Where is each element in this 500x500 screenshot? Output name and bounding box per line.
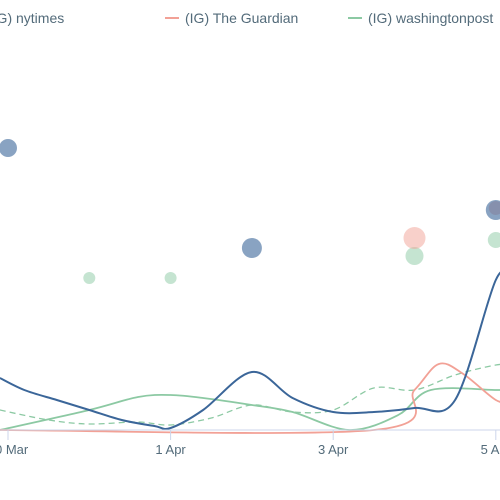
bubble-washingtonpost-3[interactable]	[487, 232, 500, 248]
bubble-washingtonpost-1[interactable]	[164, 272, 177, 284]
series-line-nytimes[interactable]	[0, 271, 500, 431]
legend-swatch-washingtonpost	[348, 17, 362, 19]
bubble-guardian-0[interactable]	[403, 227, 426, 249]
x-axis: 30 Mar 1 Apr 3 Apr 5 Apr	[0, 429, 500, 457]
series-line-guardian[interactable]	[0, 362, 500, 434]
legend-item-nytimes[interactable]: (IG) nytimes	[0, 10, 64, 26]
legend: (IG) nytimes (IG) The Guardian (IG) wash…	[0, 10, 500, 30]
series-line-washingtonpost[interactable]	[0, 387, 500, 431]
legend-label-nytimes: (IG) nytimes	[0, 10, 65, 26]
x-tick-label-2: 3 Apr	[318, 442, 349, 457]
bubble-nytimes-0[interactable]	[0, 139, 17, 157]
legend-swatch-guardian	[165, 17, 179, 19]
bubble-nytimes-2[interactable]	[485, 200, 500, 220]
x-tick-label-0: 30 Mar	[0, 442, 29, 457]
bubble-nytimes-1[interactable]	[241, 238, 262, 258]
x-tick-label-1: 1 Apr	[155, 442, 186, 457]
legend-item-washingtonpost[interactable]: (IG) washingtonpost	[348, 10, 493, 26]
bubble-washingtonpost-2[interactable]	[405, 247, 424, 265]
series-lines	[0, 271, 500, 434]
x-tick-label-3: 5 Apr	[481, 442, 500, 457]
legend-item-guardian[interactable]: (IG) The Guardian	[165, 10, 298, 26]
bubble-washingtonpost-0[interactable]	[83, 272, 96, 284]
legend-label-guardian: (IG) The Guardian	[185, 10, 299, 26]
legend-label-washingtonpost: (IG) washingtonpost	[368, 10, 494, 26]
series-trend-line-washingtonpost	[0, 363, 500, 426]
series-bubbles	[0, 139, 500, 284]
